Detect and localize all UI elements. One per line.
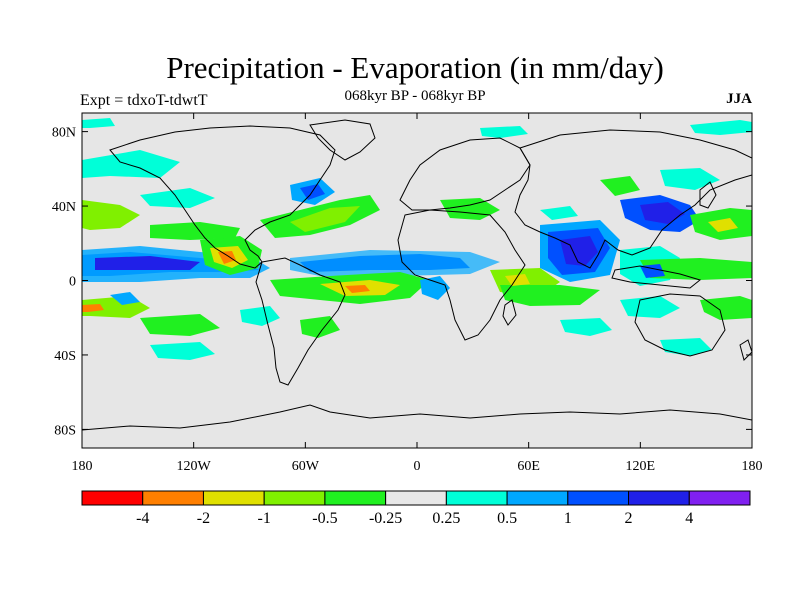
field-blob (82, 200, 140, 230)
field-blob (505, 274, 530, 286)
field-blob (560, 318, 612, 336)
field-blob (500, 285, 600, 306)
field-blob (240, 306, 280, 326)
colorbar-swatch (81, 490, 144, 506)
lon-tick-label: 60W (292, 459, 320, 474)
field-blob (540, 206, 578, 220)
field-blob (600, 176, 640, 196)
colorbar-swatch (567, 490, 630, 506)
madagascar-coast (502, 299, 517, 326)
latitude-axis: 80N 40N 0 40S 80S (52, 126, 752, 438)
lon-tick-label: 180 (72, 459, 93, 474)
field-blob (640, 258, 752, 280)
colorbar-swatch (628, 490, 690, 506)
colorbar-labels: -4 -2 -1 -0.5 -0.25 0.25 0.5 1 2 4 (136, 510, 693, 527)
colorbar-swatch (263, 490, 326, 506)
lon-tick-label: 120W (177, 459, 212, 474)
lon-tick-label: 60E (517, 459, 540, 474)
chart-subtitle: 068kyr BP - 068kyr BP (344, 88, 486, 104)
longitude-axis: 180 120W 60W 0 60E 120E 180 (72, 113, 763, 474)
colorbar-swatch (445, 490, 508, 506)
lat-tick-label: 80S (54, 423, 76, 438)
lat-tick-label: 40N (52, 200, 76, 215)
colorbar-swatch (385, 490, 447, 506)
colorbar-label: 0.25 (432, 510, 460, 527)
field-blob (82, 150, 180, 178)
field-blob (700, 296, 752, 320)
south-america-coast (255, 257, 346, 386)
precip-anomaly-field (82, 118, 752, 360)
colorbar-label: 2 (625, 510, 633, 527)
colorbar-swatch (688, 490, 751, 506)
colorbar (81, 490, 751, 506)
africa-coast (397, 209, 526, 341)
antarctica-coast (82, 404, 752, 431)
field-blob (218, 251, 236, 264)
field-blob (82, 304, 104, 312)
lat-tick-label: 0 (69, 275, 76, 290)
colorbar-swatch (324, 490, 387, 506)
chart-title: Precipitation - Evaporation (in mm/day) (166, 50, 664, 85)
new-zealand-coast (739, 339, 752, 361)
colorbar-label: -1 (258, 510, 271, 527)
colorbar-label: 0.5 (497, 510, 517, 527)
field-blob (140, 314, 220, 336)
field-blob (420, 276, 450, 300)
season-label: JJA (726, 91, 752, 107)
colorbar-label: -0.5 (312, 510, 337, 527)
field-blob (708, 218, 738, 232)
colorbar-label: -4 (136, 510, 149, 527)
field-blob (640, 202, 685, 224)
field-blob (345, 285, 370, 293)
north-america-coast (109, 125, 336, 269)
lon-tick-label: 180 (742, 459, 763, 474)
field-blob (660, 168, 720, 190)
coastlines (82, 119, 752, 431)
field-blob (290, 250, 500, 276)
field-blob (480, 126, 528, 138)
lon-tick-label: 120E (626, 459, 656, 474)
field-blob (560, 236, 598, 266)
field-blob (300, 316, 340, 338)
field-blob (620, 296, 680, 318)
greenland-coast (309, 119, 376, 161)
colorbar-label: -0.25 (369, 510, 402, 527)
colorbar-label: -2 (197, 510, 210, 527)
colorbar-swatch (506, 490, 569, 506)
lat-tick-label: 80N (52, 126, 76, 141)
field-blob (110, 292, 140, 305)
colorbar-swatch (142, 490, 204, 506)
field-blob (95, 256, 200, 270)
field-blob (690, 120, 752, 135)
australia-coast (634, 293, 726, 357)
experiment-label: Expt = tdxoT-tdwtT (80, 92, 208, 109)
field-blob (290, 206, 360, 232)
lon-tick-label: 0 (414, 459, 421, 474)
field-blob (150, 222, 240, 240)
field-blob (150, 342, 215, 360)
japan-coast (699, 181, 717, 209)
colorbar-label: 1 (564, 510, 572, 527)
field-blob (82, 118, 115, 128)
colorbar-swatch (202, 490, 265, 506)
indonesia-coast (611, 265, 702, 289)
lat-tick-label: 40S (54, 349, 76, 364)
asia-coast (514, 129, 752, 269)
europe-coast (399, 137, 531, 211)
colorbar-label: 4 (685, 510, 693, 527)
